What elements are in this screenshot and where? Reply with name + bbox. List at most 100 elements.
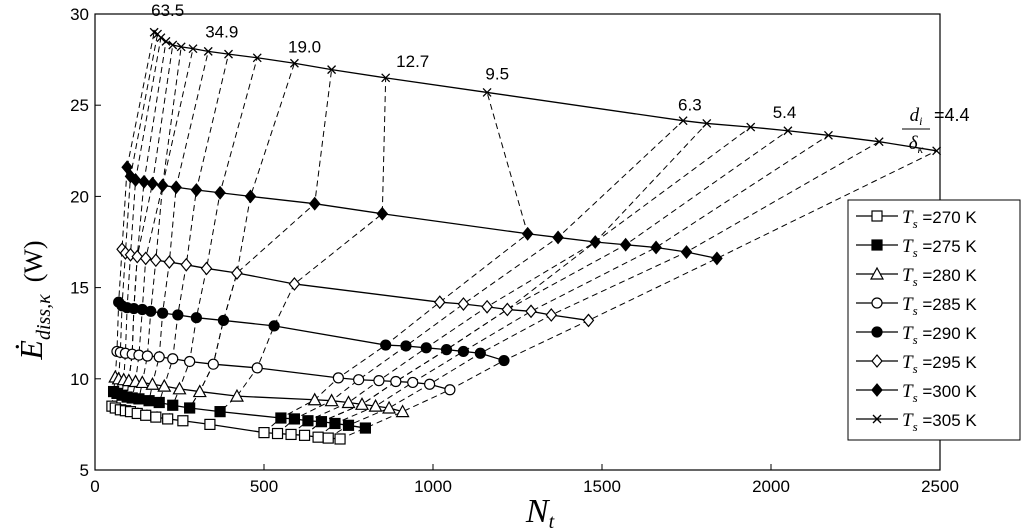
data-point (184, 402, 196, 414)
data-point (190, 312, 202, 324)
data-point (650, 240, 662, 255)
data-point (545, 308, 558, 322)
legend: Ts =270 K Ts =275 K Ts =280 K Ts =285 K Ts =… (847, 199, 1021, 441)
data-point (139, 251, 152, 266)
svg-text:=4.4: =4.4 (934, 105, 970, 125)
data-point (329, 417, 341, 430)
data-point (192, 384, 207, 398)
ratio-dashed-line (167, 57, 258, 420)
data-point (141, 350, 153, 362)
data-point (146, 176, 159, 191)
legend-item-285: Ts =285 K (856, 294, 977, 318)
data-point (498, 354, 510, 367)
ratio-dashed-line (182, 69, 333, 421)
data-point (170, 180, 182, 195)
data-point (163, 255, 176, 270)
data-point (156, 33, 166, 43)
data-point (525, 304, 537, 319)
data-point (342, 419, 355, 431)
data-point (184, 355, 196, 368)
y-tick-label: 5 (80, 461, 89, 480)
y-tick-label: 30 (70, 5, 89, 24)
ratio-dashed-line (304, 126, 752, 436)
data-point (298, 429, 311, 441)
y-tick-label: 15 (70, 279, 89, 298)
data-point (680, 245, 693, 259)
svg-text:di: di (910, 105, 923, 128)
ratio-numerator-sub: i (919, 114, 922, 128)
ratio-dashed-line (277, 120, 684, 434)
legend-item-280: Ts =280 K (856, 265, 977, 289)
data-point (145, 377, 160, 390)
data-point (251, 362, 263, 374)
data-point (271, 427, 284, 440)
data-point (871, 354, 883, 368)
ratio-dashed-line (182, 63, 295, 421)
legend-label: Ts =275 K (902, 236, 977, 260)
data-point (678, 116, 688, 126)
legend-label: Ts =300 K (902, 381, 977, 405)
legend-item-305: Ts =305 K (856, 410, 977, 434)
data-point (380, 339, 392, 351)
series-line-295 (121, 248, 589, 322)
data-point (400, 340, 412, 352)
data-point (444, 384, 456, 396)
data-point (424, 378, 436, 390)
data-point (172, 309, 184, 321)
data-point (150, 253, 162, 268)
data-point (231, 266, 243, 280)
ratio-denominator-sub: κ (918, 142, 924, 156)
data-point (312, 431, 324, 443)
data-point (353, 374, 365, 386)
data-point (322, 432, 334, 444)
data-point (145, 305, 157, 317)
data-point (334, 433, 346, 445)
data-point (180, 257, 193, 272)
data-point (140, 409, 152, 421)
data-point (390, 375, 402, 388)
data-point (288, 413, 301, 425)
legend-item-290: Ts =290 K (856, 323, 977, 347)
data-point (143, 395, 155, 407)
data-point (121, 160, 133, 175)
data-point (135, 375, 150, 389)
data-point (359, 422, 371, 434)
data-point (341, 395, 356, 409)
svg-text:Ėdiss,κ(W): Ėdiss,κ (W) (13, 240, 55, 360)
data-point (783, 126, 793, 136)
data-point (268, 320, 280, 332)
data-point (501, 302, 514, 317)
data-point (376, 206, 389, 221)
data-point (482, 87, 492, 97)
data-point (457, 345, 470, 358)
y-axis-label: Ėdiss,κ (W) (13, 240, 55, 360)
ratio-label: 9.5 (485, 65, 509, 84)
ratio-dashed-line (145, 51, 209, 416)
data-point (871, 239, 883, 251)
data-point (138, 174, 150, 189)
data-point (275, 412, 287, 424)
data-point (288, 277, 301, 291)
ratio-prefix: = (934, 105, 945, 125)
data-point (133, 393, 145, 405)
ratio-fraction-label: di δκ =4.4 (902, 105, 970, 156)
data-point (258, 427, 270, 439)
data-point (161, 36, 171, 46)
ratio-annotations: 63.5 34.9 19.0 12.7 9.5 6.3 5.4 (151, 1, 796, 122)
legend-item-270: Ts =270 K (856, 207, 977, 231)
data-point (871, 383, 883, 397)
data-point (871, 297, 883, 309)
data-point (190, 183, 203, 197)
data-point (373, 375, 385, 387)
ratio-label: 12.7 (396, 52, 429, 71)
data-point (824, 130, 833, 140)
data-point (381, 73, 391, 83)
data-point (871, 210, 883, 222)
data-point (214, 406, 226, 418)
data-point (746, 122, 756, 132)
data-point (229, 388, 244, 402)
data-point (156, 178, 169, 193)
legend-label: Ts =290 K (902, 323, 977, 347)
data-point (285, 428, 297, 441)
